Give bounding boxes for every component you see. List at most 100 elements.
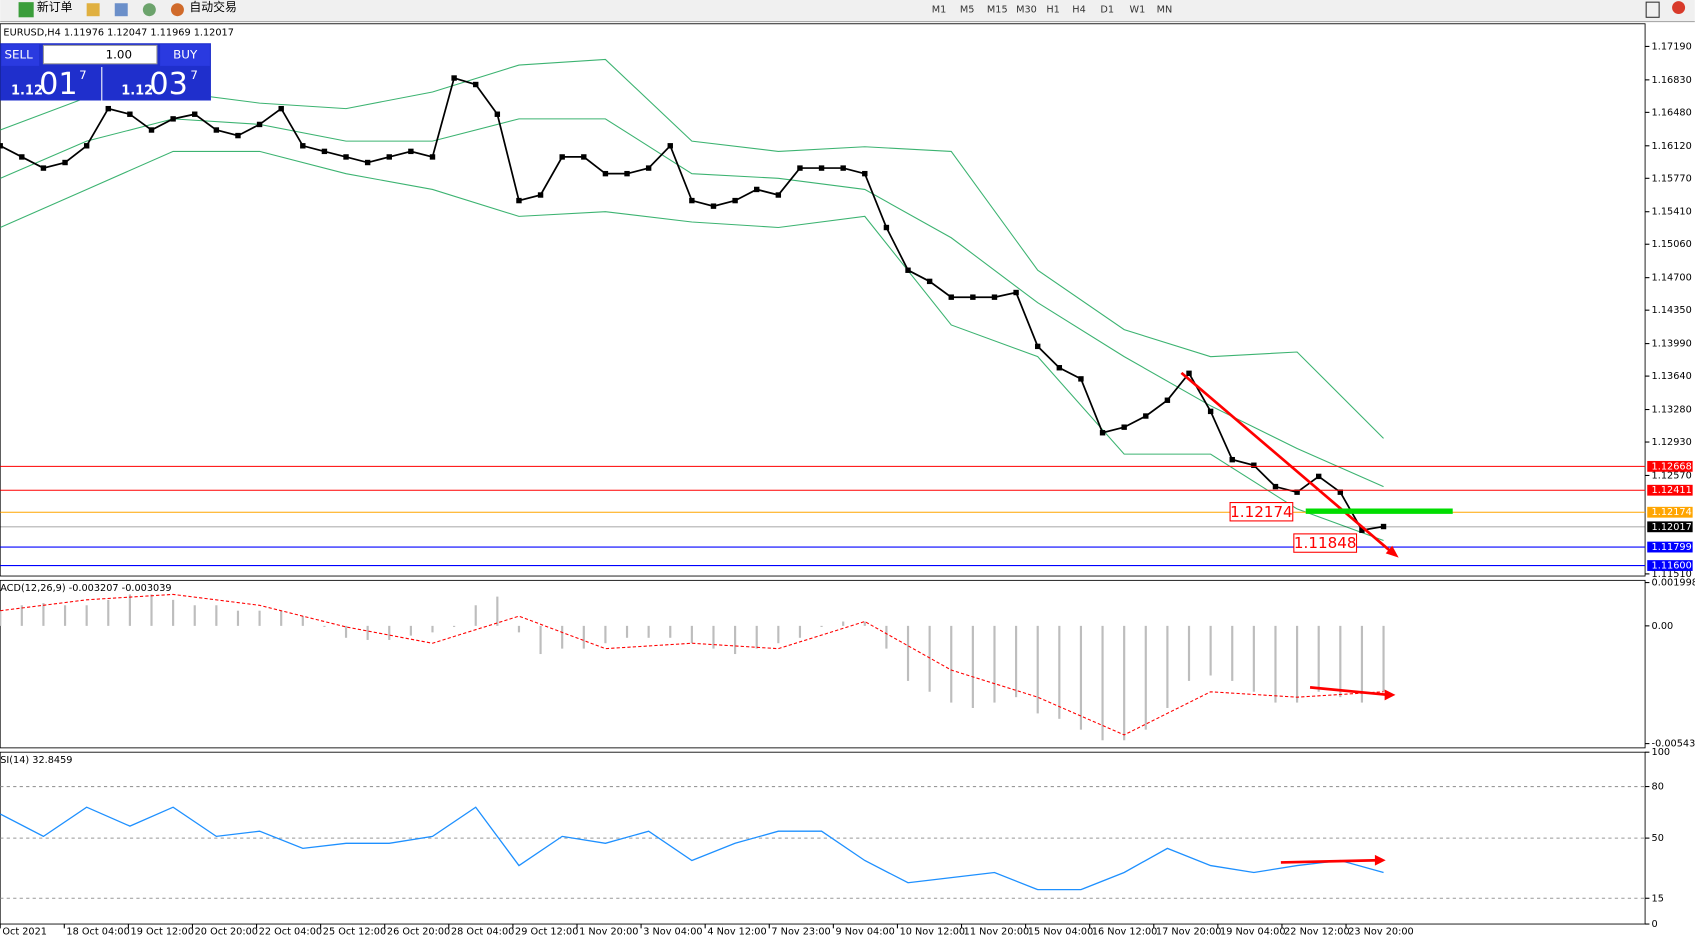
buy-label[interactable]: BUY: [173, 48, 198, 62]
toolbar: [0, 0, 1695, 22]
sell-pips[interactable]: 01: [39, 67, 78, 102]
close-marker: [1035, 343, 1041, 350]
lot-value[interactable]: 1.00: [106, 48, 132, 62]
price-level-label: 1.12017: [1652, 522, 1692, 533]
timeframe-button[interactable]: MN: [1157, 5, 1173, 16]
timeframe-button[interactable]: M5: [960, 5, 975, 16]
close-marker: [559, 154, 565, 160]
buy-button[interactable]: [160, 44, 210, 66]
y-tick-label: 1.13640: [1652, 371, 1692, 382]
close-marker: [818, 165, 825, 171]
x-tick-label: 11 Nov 20:00: [964, 927, 1030, 937]
arrow-head: [1384, 689, 1396, 701]
close-marker: [1186, 370, 1192, 377]
timeframe-button[interactable]: H4: [1072, 5, 1086, 16]
macd-bar: [1252, 625, 1255, 692]
close-marker: [1294, 489, 1300, 495]
macd-bar: [690, 625, 693, 644]
close-marker: [0, 143, 3, 149]
y-tick-label: 1.12930: [1652, 437, 1692, 448]
close-marker: [40, 165, 47, 171]
macd-bar: [950, 625, 953, 703]
sell-frac[interactable]: 7: [79, 68, 87, 82]
y-tick-label: 1.15060: [1652, 239, 1692, 250]
auto-trading-button[interactable]: 自动交易: [189, 0, 237, 14]
macd-bar: [431, 625, 434, 633]
buy-pips[interactable]: 03: [149, 67, 188, 102]
macd-bar: [1187, 625, 1191, 681]
tool-icon[interactable]: [114, 3, 128, 17]
y-tick-label: 1.16480: [1652, 107, 1692, 118]
macd-bar: [344, 625, 348, 638]
timeframe-button[interactable]: M30: [1016, 5, 1037, 16]
macd-bar: [1036, 625, 1039, 714]
price-level-label: 1.12411: [1652, 485, 1692, 496]
sell-button[interactable]: [1, 44, 40, 66]
close-marker: [1143, 413, 1149, 419]
close-marker: [364, 159, 371, 166]
close-marker: [1207, 408, 1214, 415]
rsi-header: SI(14) 32.8459: [0, 755, 72, 766]
auto-trading-icon[interactable]: [170, 3, 184, 17]
notification-icon[interactable]: [1672, 1, 1686, 15]
timeframe-button[interactable]: W1: [1130, 5, 1146, 16]
price-level-tag: [1647, 560, 1693, 571]
lot-input[interactable]: [42, 44, 158, 65]
macd-bar: [712, 625, 715, 649]
macd-bar: [1296, 625, 1299, 703]
timeframe-button[interactable]: H1: [1046, 5, 1060, 16]
main-frame: [0, 23, 1646, 577]
close-marker: [926, 278, 933, 285]
macd-bar: [755, 625, 758, 649]
y-tick-label: 1.16120: [1652, 141, 1692, 152]
annotation: 1.12174: [1230, 503, 1293, 521]
x-tick-label: 29 Oct 12:00: [515, 927, 578, 937]
timeframe-button[interactable]: M1: [932, 5, 947, 16]
macd-bar: [906, 625, 910, 681]
macd-bar: [496, 596, 499, 626]
close-marker: [732, 197, 738, 204]
sell-price[interactable]: 1.12: [11, 83, 43, 98]
macd-bar: [128, 594, 131, 626]
y-tick-label: 1.13990: [1652, 339, 1692, 350]
close-marker: [451, 75, 457, 81]
macd-arrow: [1309, 686, 1390, 697]
symbol-header: EURUSD,H4 1.11976 1.12047 1.11969 1.1201…: [3, 27, 233, 38]
x-tick-label: 20 Oct 20:00: [195, 927, 258, 937]
buy-price[interactable]: 1.12: [121, 83, 153, 98]
macd-bar: [625, 625, 629, 638]
close-marker: [62, 159, 68, 166]
buy-frac[interactable]: 7: [190, 68, 198, 82]
macd-bar: [1231, 625, 1234, 681]
close-marker: [667, 143, 673, 149]
close-marker: [775, 192, 782, 198]
macd-bar: [1144, 625, 1147, 730]
close-marker: [170, 116, 176, 122]
close-marker: [19, 154, 25, 160]
macd-bar: [1360, 625, 1364, 703]
new-order-button[interactable]: 新订单: [37, 0, 73, 14]
macd-bar: [0, 610, 2, 626]
macd-bar: [669, 625, 672, 638]
arrow-head: [1374, 854, 1386, 866]
new-order-icon[interactable]: [18, 2, 34, 18]
timeframe-button[interactable]: D1: [1100, 5, 1114, 16]
macd-bar: [863, 621, 866, 626]
macd-bar: [258, 610, 261, 626]
tool-icon[interactable]: [142, 3, 156, 17]
search-icon[interactable]: [1645, 1, 1660, 18]
price-level-tag: [1647, 484, 1693, 496]
tool-icon[interactable]: [86, 3, 100, 17]
close-marker: [624, 170, 630, 177]
timeframe-button[interactable]: M15: [987, 5, 1008, 16]
macd-bar: [820, 625, 823, 627]
macd-bar: [323, 625, 326, 627]
close-marker: [1251, 462, 1257, 468]
close-marker: [127, 111, 133, 117]
close-marker: [1121, 424, 1127, 430]
sell-label[interactable]: SELL: [5, 48, 34, 62]
close-marker: [883, 224, 890, 231]
chart-layer: 1.17190 1.16830 1.16480 1.16120 1.15770 1.154…: [0, 41, 1695, 937]
macd-bar: [777, 625, 780, 644]
close-marker: [429, 154, 436, 160]
